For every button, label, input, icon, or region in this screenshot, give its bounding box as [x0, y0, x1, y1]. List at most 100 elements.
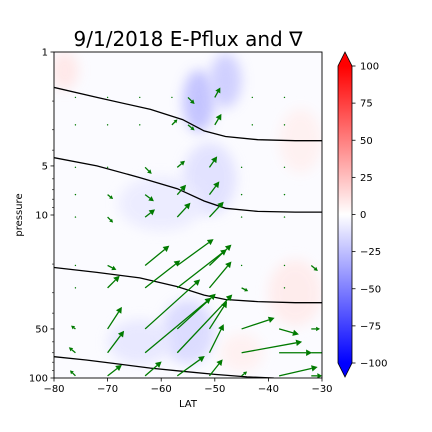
- quiver-arrow: [107, 330, 125, 354]
- quiver-shaft: [171, 121, 176, 126]
- quiver-head: [117, 330, 125, 338]
- quiver-shaft: [144, 282, 197, 330]
- colorbar-ticks: 100 75 50 25 0 −25 −50 −75 −100: [352, 62, 387, 370]
- quiver-head: [317, 373, 322, 378]
- quiver-shaft: [176, 188, 183, 196]
- quiver-arrow: [144, 209, 156, 218]
- quiver-shaft: [71, 372, 76, 377]
- quiver-head: [189, 99, 195, 105]
- x-tick-label: −70: [97, 384, 118, 395]
- quiver-head: [243, 371, 248, 376]
- shading-region: [161, 299, 215, 364]
- x-axis: −80 −70 −60 −50 −40 −30: [43, 378, 333, 395]
- quiver-shaft: [144, 263, 176, 289]
- quiver-arrow: [68, 347, 76, 354]
- quiver-head: [224, 244, 232, 252]
- quiver-shaft: [241, 373, 245, 377]
- quiver-shaft: [144, 364, 158, 377]
- quiver-arrow: [208, 156, 218, 168]
- quiver-shaft: [241, 319, 270, 330]
- quiver-dot: [240, 193, 243, 196]
- quiver-shaft: [208, 205, 221, 218]
- quiver-arrow: [107, 264, 117, 271]
- quiver-arrow: [176, 249, 227, 289]
- quiver-head: [295, 339, 303, 346]
- quiver-shaft: [144, 248, 166, 266]
- shading-region: [118, 176, 205, 231]
- quiver-arrow: [214, 87, 221, 98]
- quiver-head: [190, 126, 195, 131]
- quiver-arrow: [241, 316, 275, 330]
- shading-region: [209, 53, 242, 108]
- quiver-shaft: [208, 160, 215, 168]
- quiver-arrow: [208, 301, 228, 330]
- colorbar-tick-label: 75: [360, 99, 373, 110]
- quiver-head: [173, 119, 178, 124]
- quiver-shaft: [107, 367, 118, 377]
- quiver-shaft: [176, 252, 223, 289]
- quiver-head: [69, 370, 74, 375]
- quiver-dot: [283, 96, 286, 99]
- quiver-head: [68, 347, 74, 352]
- y-axis: 1 5 10 50 100: [29, 48, 54, 385]
- quiver-head: [215, 87, 221, 94]
- quiver-arrow: [311, 352, 322, 354]
- contour-line: [54, 157, 322, 213]
- quiver-dot: [74, 124, 77, 126]
- quiver-arrow: [241, 371, 248, 377]
- quiver-shaft: [310, 264, 316, 269]
- quiver-head: [173, 260, 181, 267]
- quiver-dot: [139, 96, 141, 99]
- quiver-arrow: [107, 216, 114, 223]
- quiver-dot: [74, 264, 77, 267]
- quiver-arrow: [144, 194, 154, 202]
- quiver-dot: [283, 166, 286, 169]
- quiver-head: [218, 324, 224, 331]
- quiver-head: [71, 325, 76, 330]
- quiver-shaft: [107, 194, 111, 198]
- quiver-head: [113, 275, 120, 283]
- quiver-head: [311, 365, 318, 372]
- colorbar-tick-label: −25: [360, 247, 381, 258]
- quiver-arrow: [214, 113, 222, 126]
- quiver-dot: [74, 193, 77, 196]
- quiver-shaft: [144, 166, 150, 172]
- quiver-dot: [139, 124, 141, 126]
- y-tick-label: 10: [35, 211, 48, 222]
- quiver-arrow: [176, 184, 187, 196]
- y-tick-label: 5: [42, 161, 48, 172]
- quiver-arrow: [69, 370, 76, 377]
- quiver-dot: [283, 193, 286, 196]
- quiver-arrow: [208, 261, 232, 289]
- quiver-head: [225, 294, 233, 302]
- x-tick-label: −40: [258, 384, 279, 395]
- shading-region: [268, 259, 322, 327]
- quiver-head: [154, 361, 162, 368]
- quiver-dot: [251, 124, 254, 126]
- quiver-shaft: [144, 301, 207, 354]
- plot-area: [53, 51, 323, 379]
- quiver-shaft: [208, 185, 217, 196]
- quiver-shaft: [241, 287, 246, 291]
- colorbar-tick-label: 25: [360, 173, 373, 184]
- quiver-shaft: [73, 327, 76, 330]
- quiver-shaft: [107, 264, 113, 269]
- quiver-shaft: [208, 329, 222, 354]
- quiver-arrow: [71, 325, 76, 330]
- quiver-head: [179, 160, 185, 166]
- quiver-head: [220, 249, 227, 256]
- quiver-head: [267, 316, 275, 323]
- quiver-head: [217, 201, 224, 209]
- quiver-head: [115, 306, 122, 314]
- colorbar-tick-label: 50: [360, 136, 373, 147]
- quiver-shaft: [144, 194, 151, 199]
- y-tick-label: 50: [35, 324, 48, 335]
- chart-title: 9/1/2018 E-Pflux and ∇: [74, 27, 304, 51]
- contour-line: [54, 86, 322, 142]
- quiver-head: [162, 245, 170, 252]
- quiver-shaft: [176, 206, 187, 218]
- quiver-arrow: [176, 202, 191, 218]
- colorbar-tick-label: −50: [360, 284, 381, 295]
- quiver-head: [109, 195, 114, 200]
